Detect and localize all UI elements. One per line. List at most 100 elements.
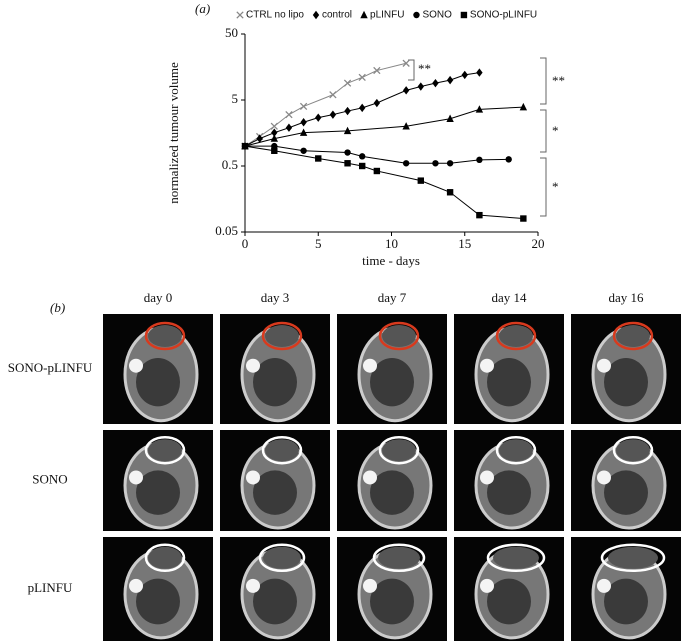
marker-shape bbox=[373, 167, 381, 175]
tumour bbox=[148, 439, 182, 462]
marker bbox=[315, 113, 322, 122]
marker-shape bbox=[344, 149, 351, 156]
marker-disc bbox=[129, 578, 143, 593]
marker-shape bbox=[315, 113, 322, 122]
anatomy bbox=[370, 358, 414, 407]
marker-shape bbox=[476, 68, 483, 77]
marker-shape bbox=[344, 160, 351, 167]
marker bbox=[520, 215, 527, 222]
tumour-outline bbox=[261, 321, 303, 351]
tumour-outline bbox=[378, 435, 420, 465]
marker bbox=[476, 156, 483, 164]
marker-shape bbox=[285, 123, 293, 132]
annotation: ** bbox=[552, 73, 565, 88]
column-label: day 0 bbox=[144, 290, 173, 305]
marker-shape bbox=[446, 75, 454, 85]
tumour bbox=[378, 546, 420, 569]
marker-shape bbox=[417, 177, 424, 184]
marker-shape bbox=[299, 102, 308, 111]
marker bbox=[270, 134, 278, 142]
marker bbox=[344, 160, 351, 167]
marker bbox=[446, 160, 454, 167]
marker-shape bbox=[402, 160, 410, 167]
marker-shape bbox=[476, 156, 483, 164]
marker-shape bbox=[344, 106, 351, 116]
marker bbox=[359, 162, 366, 170]
tumour bbox=[493, 546, 539, 569]
anatomy bbox=[370, 470, 414, 515]
marker-shape bbox=[359, 103, 366, 113]
legend-label: control bbox=[322, 10, 352, 21]
marker-shape bbox=[359, 153, 366, 160]
marker bbox=[461, 70, 468, 80]
marker bbox=[270, 122, 278, 130]
column-label: day 3 bbox=[261, 290, 290, 305]
series-line bbox=[244, 145, 524, 220]
marker bbox=[373, 98, 381, 108]
marker bbox=[373, 167, 381, 175]
marker bbox=[344, 149, 351, 156]
marker-disc bbox=[363, 470, 377, 485]
marker-shape bbox=[446, 189, 454, 196]
image-grid bbox=[103, 314, 681, 641]
tumour bbox=[265, 439, 299, 462]
panel-label: (b) bbox=[50, 300, 65, 315]
marker bbox=[299, 128, 308, 136]
marker-shape bbox=[312, 10, 320, 20]
brackets bbox=[408, 57, 547, 217]
marker-shape bbox=[360, 10, 368, 19]
row-label: pLINFU bbox=[28, 580, 73, 595]
marker-disc bbox=[129, 358, 143, 373]
tumour-outline bbox=[144, 543, 186, 573]
marker bbox=[256, 134, 263, 143]
marker bbox=[329, 91, 337, 99]
marker bbox=[432, 160, 439, 167]
marker bbox=[241, 142, 249, 150]
marker-disc bbox=[246, 358, 260, 373]
series-line bbox=[244, 106, 524, 147]
column-label: day 16 bbox=[608, 290, 644, 305]
marker bbox=[402, 122, 410, 130]
marker bbox=[476, 211, 483, 219]
marker-disc bbox=[480, 358, 494, 373]
tumour bbox=[382, 439, 416, 462]
anatomy bbox=[253, 358, 297, 407]
marker bbox=[300, 118, 307, 127]
tumour bbox=[499, 325, 533, 347]
marker-shape bbox=[358, 73, 366, 82]
marker-shape bbox=[241, 142, 249, 150]
marker-shape bbox=[476, 211, 483, 219]
tumour bbox=[616, 439, 650, 462]
marker-shape bbox=[329, 110, 337, 119]
marker bbox=[344, 106, 351, 116]
series-line bbox=[245, 145, 509, 164]
marker-shape bbox=[461, 70, 468, 80]
anatomy bbox=[136, 470, 180, 515]
y-tick-label: 50 bbox=[225, 25, 238, 40]
x-tick-label: 5 bbox=[315, 236, 322, 251]
anatomy bbox=[487, 358, 531, 407]
marker-shape bbox=[446, 160, 454, 167]
legend: CTRL no lipo control pLINFU SONO SONO-pLINFU bbox=[236, 10, 537, 21]
marker bbox=[446, 114, 454, 122]
legend-label: SONO-pLINFU bbox=[470, 10, 537, 21]
marker bbox=[236, 11, 244, 19]
tumour bbox=[382, 325, 416, 347]
marker-shape bbox=[270, 122, 278, 130]
legend-label: CTRL no lipo bbox=[246, 10, 304, 21]
tumour-outline bbox=[144, 321, 186, 351]
marker-shape bbox=[271, 128, 278, 137]
marker-shape bbox=[271, 147, 278, 154]
marker-shape bbox=[256, 134, 263, 143]
marker bbox=[476, 68, 483, 77]
marker-shape bbox=[343, 126, 352, 135]
marker bbox=[285, 110, 293, 119]
marker-shape bbox=[475, 105, 484, 113]
marker bbox=[329, 110, 337, 119]
panel-label: (a) bbox=[195, 1, 210, 16]
series-line bbox=[244, 62, 407, 147]
marker-disc bbox=[246, 578, 260, 593]
marker bbox=[446, 189, 454, 196]
marker-shape bbox=[300, 118, 307, 127]
